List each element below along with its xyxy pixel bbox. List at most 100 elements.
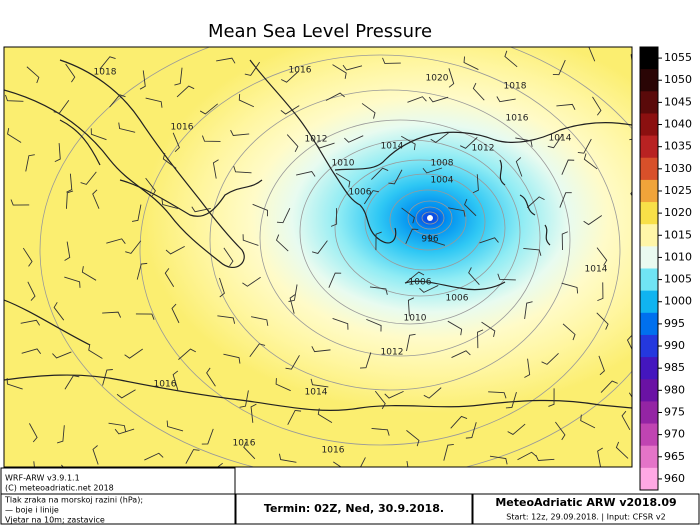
colorbar-segment [640, 246, 658, 269]
contour-label: 1016 [171, 123, 194, 133]
wind-barb [118, 122, 136, 133]
wind-barb [219, 277, 225, 298]
wind-barb [136, 262, 148, 280]
wind-barb [20, 319, 40, 326]
colorbar-label: 995 [664, 317, 685, 330]
colorbar-segment [640, 290, 658, 314]
wind-barb [124, 348, 143, 359]
wind-barb [488, 391, 507, 399]
model-text: WRF-ARW v3.9.1.1 [5, 474, 80, 483]
wind-barb [250, 403, 257, 423]
wind-barb [52, 351, 72, 359]
wind-barb [276, 208, 291, 224]
wind-barb [88, 344, 103, 359]
map-frame [3, 46, 633, 468]
wind-barb [54, 143, 61, 163]
wind-barb [504, 50, 518, 68]
wind-barb [131, 204, 142, 222]
wind-barb [406, 271, 425, 283]
wind-barb [199, 103, 219, 115]
contour-label: 1004 [431, 176, 454, 186]
wind-barb [310, 378, 329, 388]
wind-barb [371, 167, 389, 180]
colorbar: 1055 1050 1045 1040 1035 1030 1025 1020 1015 1010… [639, 46, 692, 491]
wind-barb [465, 422, 477, 439]
map: 1018 1016 1020 1018 1016 1016 1014 1012 1014 1012… [4, 47, 632, 467]
wind-barb [325, 92, 345, 101]
wind-barb [242, 276, 261, 287]
wind-barb [145, 177, 156, 197]
contour-label: 1006 [349, 188, 372, 198]
wind-barb [559, 192, 572, 208]
wind-barb [172, 370, 179, 391]
wind-barb [201, 135, 221, 142]
wind-barb [596, 247, 608, 266]
wind-barb [162, 153, 177, 169]
wind-barb [561, 159, 575, 175]
wind-barb [27, 281, 36, 301]
wind-barb [524, 301, 533, 320]
wind-barb [583, 153, 598, 170]
wind-barb [535, 454, 555, 461]
wind-barb [332, 318, 349, 330]
wind-barb [5, 94, 24, 102]
map-title: Mean Sea Level Pressure [208, 21, 432, 42]
contour-label: 1014 [381, 142, 404, 152]
colorbar-label: 985 [664, 361, 685, 374]
wind-barb [174, 67, 183, 86]
contour-label: 1010 [332, 159, 355, 169]
wind-barb [311, 346, 331, 353]
colorbar-segment [640, 157, 658, 181]
wind-barb [588, 47, 596, 62]
wind-barb [166, 420, 184, 432]
wind-barb [481, 321, 496, 337]
wind-barb [315, 142, 335, 149]
wind-barb [216, 57, 236, 64]
wind-barb [144, 452, 164, 461]
colorbar-label: 965 [664, 450, 685, 463]
wind-barb [479, 237, 499, 244]
contour-label: 1014 [305, 388, 328, 398]
wind-barb [53, 99, 70, 114]
colorbar-segment [640, 445, 658, 469]
wind-barb [423, 387, 442, 399]
wind-barb [583, 215, 603, 226]
wind-barb [626, 335, 632, 351]
colorbar-frame [639, 46, 659, 491]
wind-barb [243, 441, 256, 460]
wind-barb [64, 375, 80, 390]
wind-barb [515, 157, 523, 177]
wind-barb [286, 134, 299, 153]
colorbar-segment [640, 47, 658, 70]
wind-barb [448, 68, 455, 88]
wind-barb [428, 234, 446, 246]
colorbar-segment [640, 268, 658, 292]
wind-barbs [5, 47, 632, 467]
colorbar-label: 1045 [664, 95, 692, 108]
wind-barb [422, 167, 443, 174]
wind-barb [507, 423, 526, 435]
wind-barb [109, 94, 126, 108]
wind-barb [25, 154, 35, 172]
wind-barb [161, 198, 179, 209]
contour-label: 996 [421, 235, 438, 245]
contour-label: 1016 [289, 66, 312, 76]
wind-barb [460, 137, 478, 149]
wind-barb [242, 234, 259, 246]
wind-barb [26, 66, 40, 84]
pressure-field [4, 47, 632, 467]
wind-barb [332, 64, 347, 79]
wind-barb [401, 207, 415, 224]
contour-label: 1020 [426, 74, 449, 84]
contour-label: 1012 [305, 135, 328, 145]
low-center [427, 215, 433, 221]
wind-barb [201, 428, 214, 445]
contour-label: 1016 [233, 439, 256, 449]
wind-barb [335, 172, 351, 188]
wind-barb [116, 389, 136, 399]
wind-barb [330, 208, 338, 227]
wind-barb [541, 352, 559, 365]
wind-barb [145, 97, 163, 108]
contour-label: 1012 [472, 144, 495, 154]
wind-barb [178, 348, 197, 360]
